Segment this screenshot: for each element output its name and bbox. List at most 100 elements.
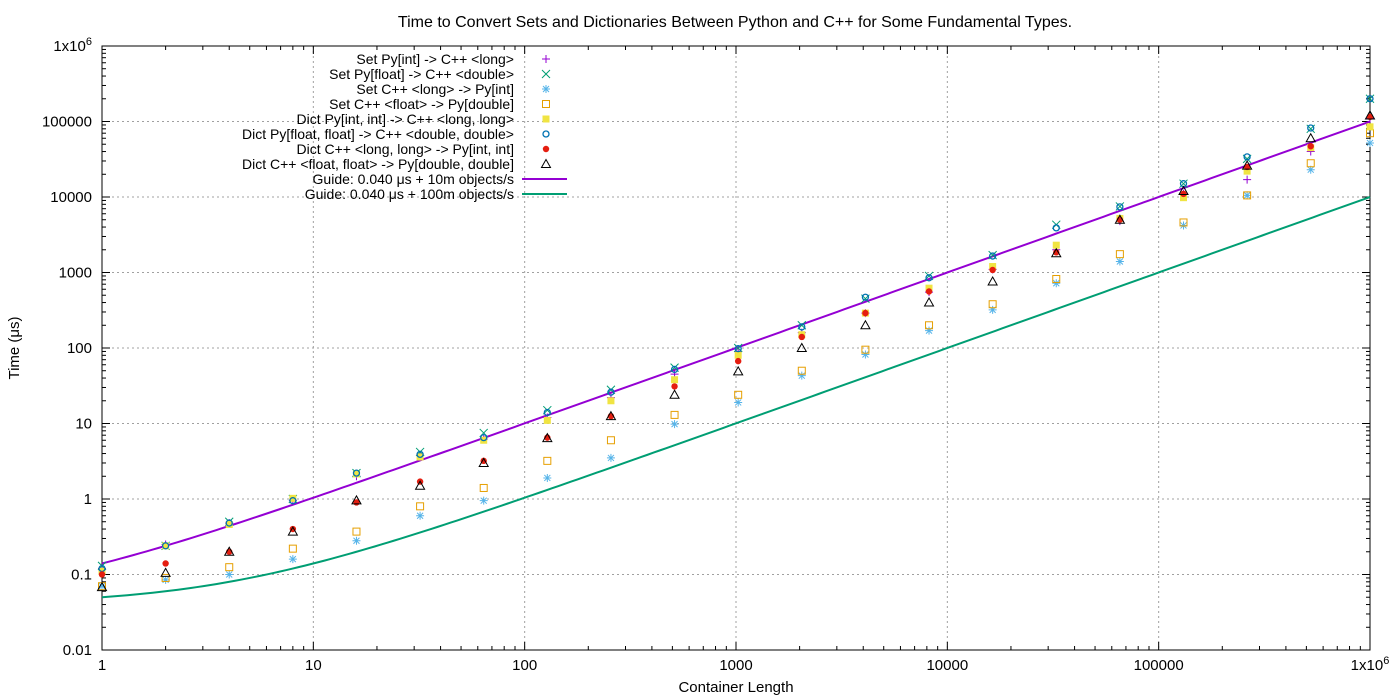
data-point bbox=[987, 275, 999, 286]
data-point bbox=[734, 398, 743, 407]
data-point bbox=[543, 416, 551, 424]
data-point bbox=[352, 527, 361, 536]
guide-line-2 bbox=[101, 196, 1371, 599]
y-tick-label: 1 bbox=[84, 491, 92, 508]
data-point bbox=[161, 575, 170, 584]
x-tick-label: 1x106 bbox=[1351, 655, 1390, 674]
data-point bbox=[988, 300, 997, 309]
data-point bbox=[925, 274, 933, 282]
data-point bbox=[1366, 123, 1374, 131]
data-point bbox=[1179, 221, 1188, 230]
data-point bbox=[925, 321, 934, 330]
data-point bbox=[352, 536, 361, 545]
data-point bbox=[607, 388, 615, 396]
y-tick-label: 100000 bbox=[42, 114, 92, 131]
data-point bbox=[543, 408, 551, 417]
data-point bbox=[669, 389, 680, 399]
legend-label: Guide: 0.040 μs + 100m objects/s bbox=[305, 186, 514, 202]
x-tick-label: 10000 bbox=[926, 657, 968, 674]
data-point bbox=[1241, 160, 1253, 170]
data-point bbox=[670, 365, 679, 374]
data-point bbox=[287, 526, 299, 536]
data-point bbox=[480, 457, 487, 465]
data-point bbox=[670, 410, 679, 419]
legend-label: Set C++ <float> -> Py[double] bbox=[329, 96, 514, 112]
data-point bbox=[352, 469, 361, 477]
data-point bbox=[605, 410, 617, 421]
data-point bbox=[543, 473, 552, 482]
y-tick-label: 1x106 bbox=[53, 36, 92, 55]
data-point bbox=[988, 305, 997, 314]
data-point bbox=[1052, 224, 1060, 232]
data-point bbox=[798, 323, 806, 331]
data-point bbox=[1180, 190, 1187, 198]
axis-ticks: 1 10 100 1000 10000 100000 1x106 0.01 0.1 1 10 100 1… bbox=[42, 36, 1389, 674]
x-tick-label: 100 bbox=[512, 657, 537, 674]
legend-marker bbox=[542, 100, 550, 108]
y-tick-label: 1000 bbox=[59, 265, 92, 282]
data-point bbox=[98, 571, 106, 578]
data-point bbox=[161, 542, 170, 550]
data-point bbox=[288, 555, 297, 564]
data-point bbox=[797, 366, 806, 375]
data-point bbox=[479, 496, 488, 505]
data-point bbox=[1366, 95, 1374, 103]
guide-lines bbox=[101, 120, 1371, 599]
data-point bbox=[1052, 279, 1061, 288]
data-point bbox=[480, 433, 488, 442]
data-point bbox=[670, 420, 679, 429]
data-point bbox=[607, 397, 615, 405]
data-point bbox=[861, 350, 870, 359]
data-point bbox=[734, 351, 742, 359]
data-point bbox=[862, 309, 869, 317]
data-point bbox=[1243, 191, 1252, 200]
data-point bbox=[478, 457, 490, 467]
data-point bbox=[1306, 165, 1315, 174]
x-tick-label: 100000 bbox=[1134, 657, 1184, 674]
data-point bbox=[96, 581, 108, 592]
data-point bbox=[925, 288, 933, 295]
legend-label: Dict C++ <float, float> -> Py[double, do… bbox=[242, 156, 514, 172]
legend-marker bbox=[542, 85, 550, 93]
y-tick-label: 0.1 bbox=[71, 567, 92, 584]
data-point bbox=[223, 546, 235, 556]
data-point bbox=[861, 293, 870, 301]
data-point bbox=[1180, 194, 1188, 202]
legend-label: Dict Py[int, int] -> C++ <long, long> bbox=[296, 111, 514, 127]
data-point bbox=[1364, 110, 1376, 120]
legend-label: Dict Py[float, float] -> C++ <double, do… bbox=[242, 126, 514, 142]
legend-label: Guide: 0.040 μs + 10m objects/s bbox=[313, 171, 514, 187]
data-point bbox=[162, 560, 169, 567]
data-point bbox=[797, 371, 806, 380]
legend-marker bbox=[542, 115, 550, 123]
data-point bbox=[1115, 250, 1124, 259]
data-point bbox=[1306, 159, 1315, 168]
data-point bbox=[1243, 167, 1251, 175]
legend-label: Set Py[float] -> C++ <double> bbox=[329, 66, 514, 82]
data-point bbox=[925, 284, 933, 292]
y-tick-label: 100 bbox=[67, 340, 92, 357]
data-point bbox=[1243, 191, 1252, 200]
data-points bbox=[96, 94, 1376, 592]
data-point bbox=[1050, 247, 1062, 258]
data-point bbox=[416, 450, 424, 459]
data-point bbox=[798, 333, 805, 341]
data-point bbox=[352, 470, 360, 478]
data-point bbox=[1243, 153, 1251, 161]
x-tick-label: 1000 bbox=[719, 657, 752, 674]
data-point bbox=[606, 453, 615, 462]
data-point bbox=[1307, 143, 1314, 150]
legend-marker bbox=[542, 145, 550, 153]
y-tick-label: 10 bbox=[75, 416, 92, 433]
data-point bbox=[351, 494, 362, 505]
data-point bbox=[162, 542, 170, 550]
data-point bbox=[289, 497, 297, 505]
legend-label: Dict C++ <long, long> -> Py[int, int] bbox=[296, 141, 514, 157]
y-tick-label: 0.01 bbox=[63, 642, 92, 659]
legend-marker bbox=[540, 158, 552, 168]
data-point bbox=[1179, 179, 1188, 189]
data-point bbox=[541, 432, 553, 443]
data-point bbox=[1114, 214, 1126, 224]
data-point bbox=[671, 383, 678, 390]
data-point bbox=[1052, 241, 1060, 249]
